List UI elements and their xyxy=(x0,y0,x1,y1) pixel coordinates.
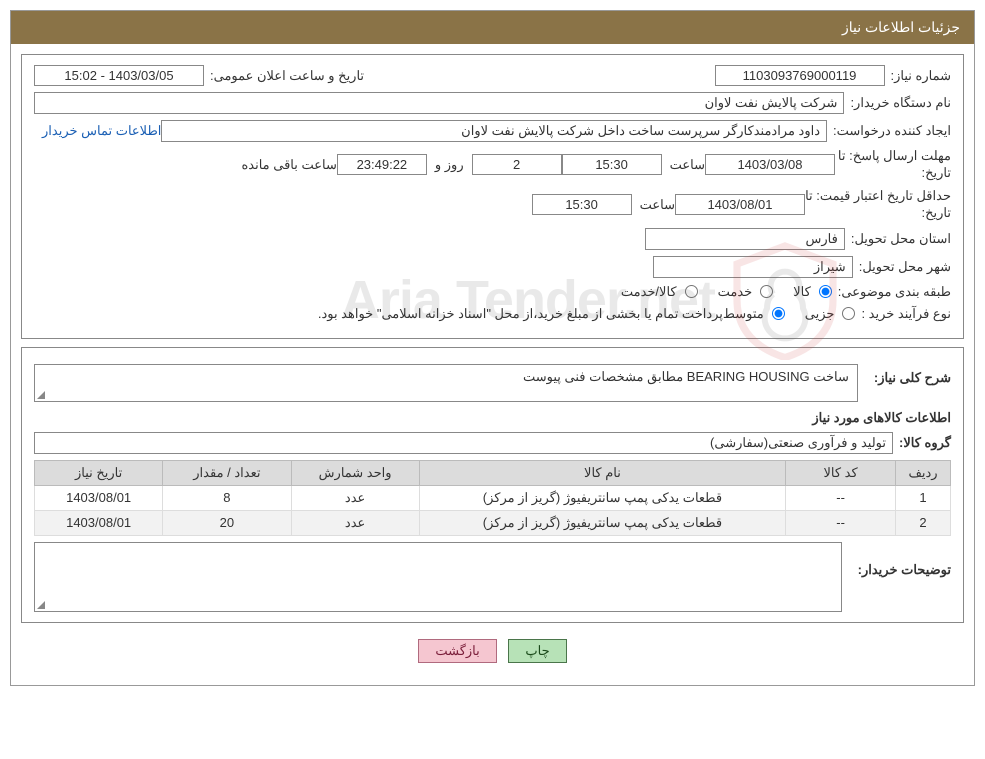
table-cell: 20 xyxy=(163,510,291,535)
table-cell: عدد xyxy=(291,510,419,535)
table-row: 1--قطعات یدکی پمپ سانتریفیوژ (گریز از مر… xyxy=(35,485,951,510)
need-number-value: 1103093769000119 xyxy=(715,65,885,86)
radio-goods[interactable]: کالا xyxy=(793,284,832,300)
panel-title: جزئیات اطلاعات نیاز xyxy=(842,19,960,35)
process-note: پرداخت تمام یا بخشی از مبلغ خرید،از محل … xyxy=(318,306,723,322)
table-header-row: ردیف کد کالا نام کالا واحد شمارش تعداد /… xyxy=(35,460,951,485)
classification-radio-group: کالا خدمت کالا/خدمت xyxy=(621,284,832,300)
requester-value: داود مرادمندکارگر سرپرست ساخت داخل شرکت … xyxy=(161,120,827,142)
th-qty: تعداد / مقدار xyxy=(163,460,291,485)
table-row: 2--قطعات یدکی پمپ سانتریفیوژ (گریز از مر… xyxy=(35,510,951,535)
group-value: تولید و فرآوری صنعتی(سفارشی) xyxy=(34,432,893,454)
process-label: نوع فرآیند خرید : xyxy=(861,306,951,322)
announce-label: تاریخ و ساعت اعلان عمومی: xyxy=(210,68,364,84)
th-unit: واحد شمارش xyxy=(291,460,419,485)
resize-handle-icon[interactable] xyxy=(37,599,47,609)
radio-medium[interactable]: متوسط xyxy=(723,306,785,322)
row-general-need: شرح کلی نیاز: ساخت BEARING HOUSING مطابق… xyxy=(34,364,951,402)
table-cell: 1403/08/01 xyxy=(35,510,163,535)
deadline-time-label: ساعت xyxy=(670,157,705,173)
radio-service[interactable]: خدمت xyxy=(718,284,774,300)
min-valid-label: حداقل تاریخ اعتبار قیمت: تا تاریخ: xyxy=(811,188,951,222)
group-label: گروه کالا: xyxy=(899,435,951,451)
buyer-notes-label: توضیحات خریدار: xyxy=(858,542,951,578)
table-cell: 2 xyxy=(896,510,951,535)
remain-days: 2 xyxy=(472,154,562,175)
deadline-time: 15:30 xyxy=(562,154,662,175)
process-radio-group: جزیی متوسط xyxy=(723,306,856,322)
remain-days-label: روز و xyxy=(435,157,464,173)
city-value: شیراز xyxy=(653,256,853,278)
need-panel: شرح کلی نیاز: ساخت BEARING HOUSING مطابق… xyxy=(21,347,964,623)
row-deadline: مهلت ارسال پاسخ: تا تاریخ: 1403/03/08 سا… xyxy=(34,148,951,182)
min-valid-date: 1403/08/01 xyxy=(675,194,805,215)
table-cell: قطعات یدکی پمپ سانتریفیوژ (گریز از مرکز) xyxy=(419,485,785,510)
row-min-valid: حداقل تاریخ اعتبار قیمت: تا تاریخ: 1403/… xyxy=(34,188,951,222)
radio-service-input[interactable] xyxy=(760,285,773,298)
deadline-label: مهلت ارسال پاسخ: تا تاریخ: xyxy=(841,148,951,182)
remain-hms: 23:49:22 xyxy=(337,154,427,175)
radio-both-input[interactable] xyxy=(685,285,698,298)
resize-handle-icon[interactable] xyxy=(37,389,47,399)
table-cell: 1403/08/01 xyxy=(35,485,163,510)
content-area: شماره نیاز: 1103093769000119 تاریخ و ساع… xyxy=(11,44,974,685)
general-need-label: شرح کلی نیاز: xyxy=(874,364,951,386)
panel-header: جزئیات اطلاعات نیاز xyxy=(11,11,974,44)
radio-medium-input[interactable] xyxy=(772,307,785,320)
row-requester: ایجاد کننده درخواست: داود مرادمندکارگر س… xyxy=(34,120,951,142)
table-cell: 1 xyxy=(896,485,951,510)
requester-label: ایجاد کننده درخواست: xyxy=(833,123,951,139)
row-process: نوع فرآیند خرید : جزیی متوسط پرداخت تمام… xyxy=(34,306,951,322)
main-panel: جزئیات اطلاعات نیاز شماره نیاز: 11030937… xyxy=(10,10,975,686)
buyer-value: شرکت پالایش نفت لاوان xyxy=(34,92,844,114)
remain-suffix: ساعت باقی مانده xyxy=(241,157,336,173)
general-need-value: ساخت BEARING HOUSING مطابق مشخصات فنی پی… xyxy=(523,369,849,384)
table-cell: -- xyxy=(786,485,896,510)
need-number-label: شماره نیاز: xyxy=(891,68,951,84)
class-label: طبقه بندی موضوعی: xyxy=(838,284,951,300)
back-button[interactable]: بازگشت xyxy=(418,639,496,663)
general-need-box: ساخت BEARING HOUSING مطابق مشخصات فنی پی… xyxy=(34,364,858,402)
radio-partial-input[interactable] xyxy=(842,307,855,320)
row-need-number: شماره نیاز: 1103093769000119 تاریخ و ساع… xyxy=(34,65,951,86)
province-value: فارس xyxy=(645,228,845,250)
button-bar: چاپ بازگشت xyxy=(21,631,964,675)
radio-goods-input[interactable] xyxy=(819,285,832,298)
min-valid-time: 15:30 xyxy=(532,194,632,215)
table-cell: قطعات یدکی پمپ سانتریفیوژ (گریز از مرکز) xyxy=(419,510,785,535)
th-name: نام کالا xyxy=(419,460,785,485)
deadline-date: 1403/03/08 xyxy=(705,154,835,175)
row-city: شهر محل تحویل: شیراز xyxy=(34,256,951,278)
buyer-contact-link[interactable]: اطلاعات تماس خریدار xyxy=(42,123,161,139)
row-classification: طبقه بندی موضوعی: کالا خدمت کالا/خدمت xyxy=(34,284,951,300)
table-cell: -- xyxy=(786,510,896,535)
table-cell: 8 xyxy=(163,485,291,510)
radio-partial[interactable]: جزیی xyxy=(805,306,856,322)
row-buyer-notes: توضیحات خریدار: xyxy=(34,542,951,612)
table-cell: عدد xyxy=(291,485,419,510)
print-button[interactable]: چاپ xyxy=(508,639,566,663)
radio-both[interactable]: کالا/خدمت xyxy=(621,284,698,300)
min-valid-time-label: ساعت xyxy=(640,197,675,213)
city-label: شهر محل تحویل: xyxy=(859,259,951,275)
items-section-title: اطلاعات کالاهای مورد نیاز xyxy=(34,410,951,426)
province-label: استان محل تحویل: xyxy=(851,231,951,247)
announce-value: 1403/03/05 - 15:02 xyxy=(34,65,204,86)
buyer-label: نام دستگاه خریدار: xyxy=(850,95,951,111)
th-code: کد کالا xyxy=(786,460,896,485)
row-buyer: نام دستگاه خریدار: شرکت پالایش نفت لاوان xyxy=(34,92,951,114)
row-group: گروه کالا: تولید و فرآوری صنعتی(سفارشی) xyxy=(34,432,951,454)
th-row: ردیف xyxy=(896,460,951,485)
th-date: تاریخ نیاز xyxy=(35,460,163,485)
row-province: استان محل تحویل: فارس xyxy=(34,228,951,250)
items-table: ردیف کد کالا نام کالا واحد شمارش تعداد /… xyxy=(34,460,951,536)
info-panel: شماره نیاز: 1103093769000119 تاریخ و ساع… xyxy=(21,54,964,339)
buyer-notes-box[interactable] xyxy=(34,542,842,612)
